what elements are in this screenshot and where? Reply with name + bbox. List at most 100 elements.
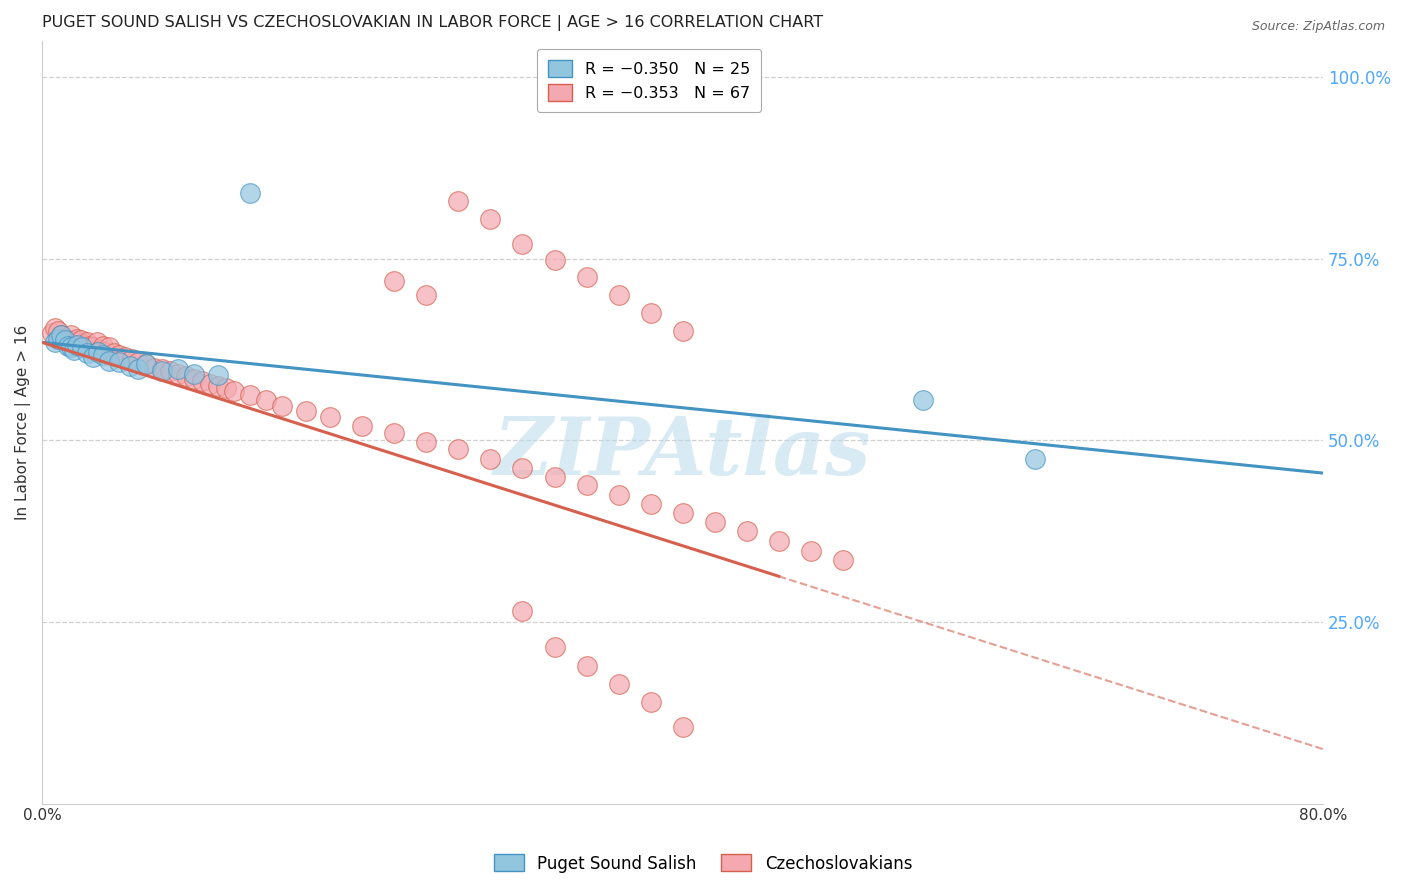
Point	[76, 346, 98, 360]
Point	[114, 350, 136, 364]
Point	[56, 339, 79, 353]
Point	[735, 524, 758, 539]
Point	[167, 362, 190, 376]
Point	[41, 326, 63, 340]
Point	[543, 640, 565, 655]
Point	[672, 325, 695, 339]
Point	[70, 340, 93, 354]
Point	[135, 357, 157, 371]
Point	[607, 288, 630, 302]
Point	[703, 515, 725, 529]
Point	[911, 393, 934, 408]
Legend: R = −0.350   N = 25, R = −0.353   N = 67: R = −0.350 N = 25, R = −0.353 N = 67	[537, 49, 761, 112]
Point	[512, 604, 534, 618]
Point	[224, 384, 246, 398]
Point	[167, 367, 190, 381]
Point	[108, 348, 131, 362]
Point	[607, 677, 630, 691]
Y-axis label: In Labor Force | Age > 16: In Labor Force | Age > 16	[15, 325, 31, 520]
Point	[207, 379, 229, 393]
Point	[672, 720, 695, 734]
Point	[384, 426, 406, 441]
Point	[831, 553, 853, 567]
Point	[672, 506, 695, 520]
Point	[575, 270, 598, 285]
Point	[254, 393, 277, 408]
Point	[86, 335, 108, 350]
Point	[66, 337, 89, 351]
Point	[512, 461, 534, 475]
Point	[640, 497, 662, 511]
Point	[352, 418, 374, 433]
Point	[174, 369, 197, 384]
Point	[640, 695, 662, 709]
Point	[159, 364, 181, 378]
Point	[103, 346, 125, 360]
Point	[150, 362, 173, 376]
Point	[239, 186, 262, 201]
Point	[135, 357, 157, 371]
Point	[150, 364, 173, 378]
Point	[575, 658, 598, 673]
Point	[215, 381, 238, 395]
Point	[98, 340, 121, 354]
Point	[51, 328, 73, 343]
Point	[76, 335, 98, 350]
Point	[89, 343, 111, 357]
Point	[59, 328, 82, 343]
Point	[384, 274, 406, 288]
Point	[800, 544, 823, 558]
Point	[73, 337, 96, 351]
Point	[575, 478, 598, 492]
Point	[543, 469, 565, 483]
Point	[543, 253, 565, 268]
Text: ZIPAtlas: ZIPAtlas	[494, 414, 872, 491]
Point	[98, 353, 121, 368]
Point	[82, 350, 104, 364]
Point	[46, 325, 69, 339]
Point	[512, 237, 534, 252]
Point	[63, 343, 86, 357]
Point	[44, 321, 66, 335]
Point	[69, 333, 91, 347]
Point	[200, 376, 222, 391]
Point	[319, 410, 342, 425]
Point	[82, 340, 104, 354]
Point	[46, 332, 69, 346]
Point	[239, 388, 262, 402]
Point	[59, 340, 82, 354]
Point	[183, 367, 205, 381]
Legend: Puget Sound Salish, Czechoslovakians: Puget Sound Salish, Czechoslovakians	[486, 847, 920, 880]
Text: Source: ZipAtlas.com: Source: ZipAtlas.com	[1251, 20, 1385, 33]
Point	[447, 194, 470, 208]
Point	[66, 332, 89, 346]
Point	[183, 372, 205, 386]
Point	[447, 442, 470, 457]
Point	[91, 339, 114, 353]
Point	[271, 399, 294, 413]
Point	[108, 355, 131, 369]
Point	[53, 333, 76, 347]
Point	[91, 348, 114, 362]
Point	[415, 434, 437, 449]
Point	[768, 533, 790, 548]
Point	[79, 339, 101, 353]
Point	[127, 355, 149, 369]
Point	[44, 335, 66, 350]
Point	[51, 328, 73, 343]
Point	[191, 374, 214, 388]
Point	[295, 404, 318, 418]
Point	[127, 362, 149, 376]
Point	[479, 451, 502, 466]
Point	[96, 344, 118, 359]
Point	[121, 352, 143, 367]
Point	[53, 332, 76, 346]
Point	[415, 288, 437, 302]
Point	[143, 360, 166, 375]
Point	[63, 335, 86, 350]
Point	[207, 368, 229, 382]
Point	[87, 344, 110, 359]
Point	[607, 488, 630, 502]
Point	[120, 359, 142, 374]
Point	[479, 211, 502, 226]
